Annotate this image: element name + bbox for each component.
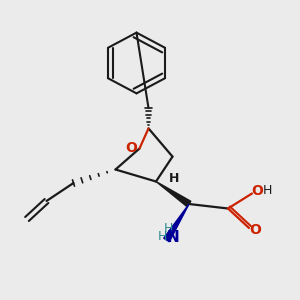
Text: H: H [169,172,179,185]
Text: N: N [166,230,179,244]
Polygon shape [164,204,189,242]
Text: H: H [262,184,272,197]
Text: O: O [125,142,137,155]
Text: H: H [164,221,173,235]
Text: O: O [251,184,263,198]
Text: O: O [250,223,262,236]
Polygon shape [156,182,191,207]
Text: H: H [157,230,167,244]
